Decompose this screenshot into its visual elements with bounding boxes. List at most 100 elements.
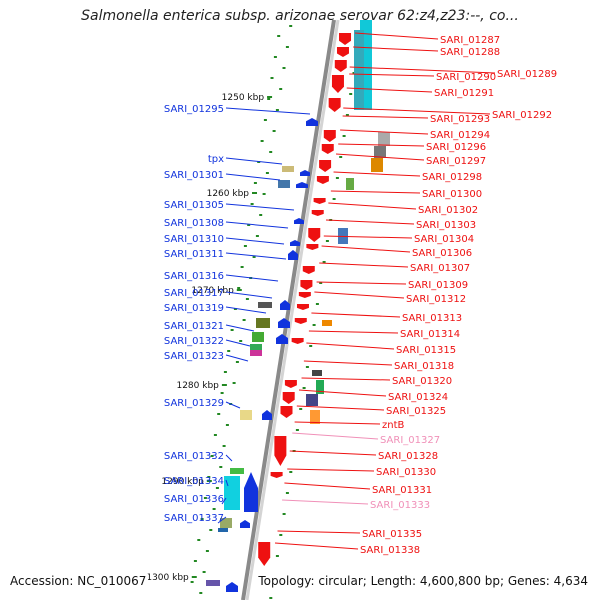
gene-leader-line bbox=[303, 360, 393, 366]
gene-leader-line bbox=[346, 87, 433, 93]
gene-leader-line bbox=[353, 46, 439, 52]
gene-block bbox=[258, 302, 272, 308]
tick-dot bbox=[223, 371, 227, 373]
kbp-tick-label: 1270 kbp bbox=[191, 286, 234, 296]
tick-dot bbox=[269, 151, 273, 153]
gene-label-sari-01336: SARI_01336 bbox=[164, 494, 224, 505]
gene-arrow-forward bbox=[296, 304, 309, 310]
gene-label-sari-01316: SARI_01316 bbox=[164, 271, 224, 282]
tick-dot bbox=[289, 25, 293, 27]
gene-leader-line bbox=[225, 107, 311, 115]
tick-dot bbox=[339, 156, 343, 158]
gene-block bbox=[354, 30, 364, 110]
gene-arrow-forward bbox=[336, 47, 349, 57]
tick-dot bbox=[230, 329, 234, 331]
gene-leader-line bbox=[225, 339, 251, 347]
gene-leader-line bbox=[311, 312, 401, 318]
gene-leader-line bbox=[349, 73, 435, 77]
gene-label-sari-01314: SARI_01314 bbox=[400, 329, 460, 340]
accession-label: Accession: NC_010067 bbox=[8, 574, 149, 588]
gene-label-sari-01298: SARI_01298 bbox=[422, 172, 482, 183]
tick-dot bbox=[202, 571, 206, 573]
gene-label-sari-01318: SARI_01318 bbox=[394, 361, 454, 372]
tick-dot bbox=[282, 67, 286, 69]
gene-arrow-forward bbox=[313, 198, 326, 204]
tick-dot bbox=[335, 177, 339, 179]
gene-arrow-forward bbox=[306, 244, 319, 250]
gene-label-sari-01300: SARI_01300 bbox=[422, 189, 482, 200]
gene-label-sari-01312: SARI_01312 bbox=[406, 294, 466, 305]
gene-label-sari-01292: SARI_01292 bbox=[492, 110, 552, 121]
tick-dot bbox=[212, 508, 216, 510]
gene-block bbox=[218, 528, 228, 532]
tick-dot bbox=[225, 424, 229, 426]
tick-dot bbox=[319, 282, 323, 284]
gene-leader-line bbox=[225, 479, 229, 487]
gene-leader-line bbox=[308, 330, 399, 334]
gene-arrow-reverse bbox=[290, 240, 300, 246]
gene-leader-line bbox=[294, 421, 381, 425]
gene-label-sari-01337: SARI_01337 bbox=[164, 513, 224, 524]
tick-dot bbox=[332, 198, 336, 200]
gene-leader-line bbox=[225, 157, 283, 165]
gene-leader-line bbox=[225, 221, 289, 229]
kbp-tick-mark bbox=[267, 96, 273, 98]
gene-label-sari-01335: SARI_01335 bbox=[362, 529, 422, 540]
gene-leader-line bbox=[316, 281, 407, 285]
gene-arrow-reverse bbox=[288, 250, 298, 260]
tick-dot bbox=[233, 308, 237, 310]
gene-label-sari-01315: SARI_01315 bbox=[396, 345, 456, 356]
tick-dot bbox=[207, 476, 211, 478]
tick-dot bbox=[342, 135, 346, 137]
gene-leader-line bbox=[221, 497, 227, 505]
gene-leader-line bbox=[349, 66, 496, 74]
gene-arrow-reverse bbox=[240, 520, 250, 528]
tick-dot bbox=[252, 256, 256, 258]
gene-label-sari-01334: SARI_01334 bbox=[164, 476, 224, 487]
tick-dot bbox=[193, 560, 197, 562]
gene-block bbox=[310, 410, 320, 424]
gene-leader-line bbox=[282, 499, 369, 505]
gene-arrow-forward bbox=[270, 472, 283, 478]
tick-dot bbox=[220, 392, 224, 394]
gene-arrow-forward bbox=[302, 266, 315, 274]
gene-label-sari-01311: SARI_01311 bbox=[164, 249, 224, 260]
kbp-tick-mark bbox=[236, 289, 242, 291]
gene-label-sari-01324: SARI_01324 bbox=[388, 392, 448, 403]
gene-block bbox=[230, 468, 244, 474]
gene-arrow-forward bbox=[321, 144, 334, 154]
gene-arrow-reverse bbox=[306, 118, 318, 126]
gene-arrow-reverse bbox=[294, 218, 304, 224]
gene-label-sari-01296: SARI_01296 bbox=[426, 142, 486, 153]
gene-label-sari-01305: SARI_01305 bbox=[164, 200, 224, 211]
gene-label-sari-01330: SARI_01330 bbox=[376, 467, 436, 478]
tick-dot bbox=[262, 193, 266, 195]
gene-arrow-forward bbox=[331, 75, 344, 93]
gene-arrow-reverse bbox=[244, 472, 258, 512]
gene-label-sari-01325: SARI_01325 bbox=[386, 406, 446, 417]
gene-label-sari-01287: SARI_01287 bbox=[440, 35, 500, 46]
gene-leader-line bbox=[298, 389, 387, 397]
gene-label-sari-01327: SARI_01327 bbox=[380, 435, 440, 446]
organism-title: Salmonella enterica subsp. arizonae sero… bbox=[81, 8, 519, 24]
tick-dot bbox=[245, 298, 249, 300]
gene-block bbox=[316, 380, 324, 394]
tick-dot bbox=[273, 56, 277, 58]
gene-leader-line bbox=[323, 235, 413, 239]
gene-label-sari-01290: SARI_01290 bbox=[436, 72, 496, 83]
tick-dot bbox=[267, 98, 271, 100]
gene-block bbox=[250, 350, 262, 356]
gene-arrow-forward bbox=[291, 338, 304, 344]
tick-dot bbox=[222, 445, 226, 447]
gene-arrow-reverse bbox=[296, 182, 308, 188]
tick-dot bbox=[227, 350, 231, 352]
gene-arrow-forward bbox=[339, 33, 352, 45]
gene-leader-line bbox=[225, 401, 241, 409]
kbp-tick-label: 1250 kbp bbox=[222, 93, 265, 103]
tick-dot bbox=[309, 345, 313, 347]
tick-dot bbox=[240, 266, 244, 268]
gene-leader-line bbox=[225, 237, 285, 245]
kbp-tick-label: 1290 kbp bbox=[161, 477, 204, 487]
tick-dot bbox=[285, 46, 289, 48]
